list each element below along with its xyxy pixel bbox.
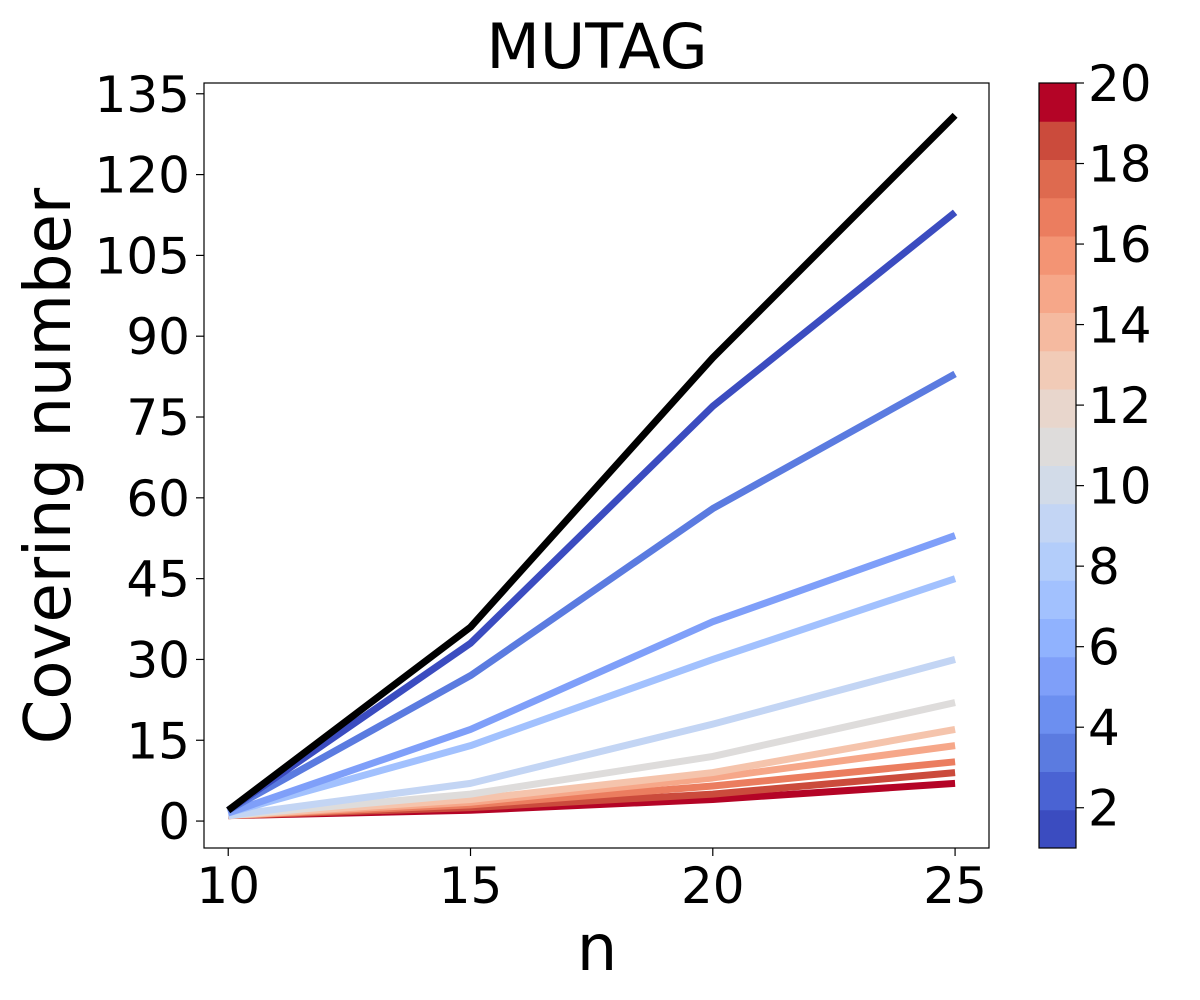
- plot-frame: [203, 82, 990, 849]
- series-line-6: [227, 699, 956, 820]
- colorbar-segment: [1039, 656, 1076, 696]
- series-line-3: [227, 532, 957, 817]
- colorbar-segment: [1039, 121, 1076, 160]
- y-axis-label: Covering number: [12, 187, 86, 744]
- x-tick-label: 20: [681, 857, 745, 915]
- colorbar: [1038, 82, 1077, 849]
- plot-lines: [226, 112, 958, 820]
- colorbar-segment: [1039, 618, 1076, 658]
- y-tick-label: 0: [158, 793, 190, 851]
- colorbar-segment: [1039, 695, 1076, 734]
- series-line-4: [227, 575, 957, 817]
- series-line-2: [226, 370, 957, 814]
- colorbar-tick-label: 6: [1088, 619, 1120, 677]
- y-tick-label: 15: [126, 712, 190, 770]
- colorbar-segment: [1039, 350, 1076, 390]
- colorbar-tick-label: 4: [1088, 699, 1120, 757]
- colorbar-segment: [1039, 236, 1076, 275]
- colorbar-tick-label: 14: [1088, 297, 1152, 355]
- series-line-5: [227, 656, 956, 820]
- colorbar-segment: [1039, 159, 1076, 199]
- colorbar-axis: 2 4 6 8 10 12 14 16 18 20: [1076, 55, 1152, 838]
- x-tick-label: 15: [439, 857, 503, 915]
- colorbar-segment: [1039, 580, 1076, 619]
- y-tick-label: 105: [95, 227, 190, 285]
- colorbar-segment: [1039, 312, 1076, 352]
- series-line-0: [226, 112, 958, 814]
- colorbar-segment: [1039, 542, 1076, 581]
- colorbar-tick-label: 12: [1088, 377, 1152, 435]
- colorbar-segment: [1039, 465, 1076, 505]
- x-axis-label: n: [577, 912, 618, 986]
- colorbar-tick-label: 16: [1088, 216, 1152, 274]
- colorbar-segment: [1039, 83, 1076, 122]
- colorbar-segment: [1039, 771, 1076, 811]
- chart-title: MUTAG: [486, 10, 707, 83]
- colorbar-segment: [1039, 427, 1076, 466]
- y-tick-label: 60: [126, 470, 190, 528]
- y-axis: 0 15 30 45 60 75 90 105 120 135: [95, 66, 204, 851]
- y-tick-label: 120: [95, 147, 190, 205]
- colorbar-tick-label: 8: [1088, 538, 1120, 596]
- colorbar-frame: [1038, 82, 1077, 849]
- y-tick-label: 75: [126, 389, 190, 447]
- y-tick-label: 135: [95, 66, 190, 124]
- x-tick-label: 10: [196, 857, 260, 915]
- colorbar-segment: [1039, 809, 1076, 849]
- colorbar-segment: [1039, 389, 1076, 428]
- colorbar-tick-label: 18: [1088, 136, 1152, 194]
- y-tick-label: 45: [126, 551, 190, 609]
- colorbar-tick-label: 2: [1088, 780, 1120, 838]
- colorbar-segment: [1039, 274, 1076, 313]
- colorbar-tick-label: 10: [1088, 458, 1152, 516]
- series-line-1: [226, 209, 958, 814]
- colorbar-segment: [1039, 733, 1076, 772]
- y-tick-label: 90: [126, 308, 190, 366]
- x-tick-label: 25: [923, 857, 987, 915]
- colorbar-segment: [1039, 197, 1076, 237]
- colorbar-segment: [1039, 503, 1076, 543]
- y-tick-label: 30: [126, 631, 190, 689]
- colorbar-tick-label: 20: [1088, 55, 1152, 113]
- x-axis: 10 15 20 25: [196, 848, 987, 915]
